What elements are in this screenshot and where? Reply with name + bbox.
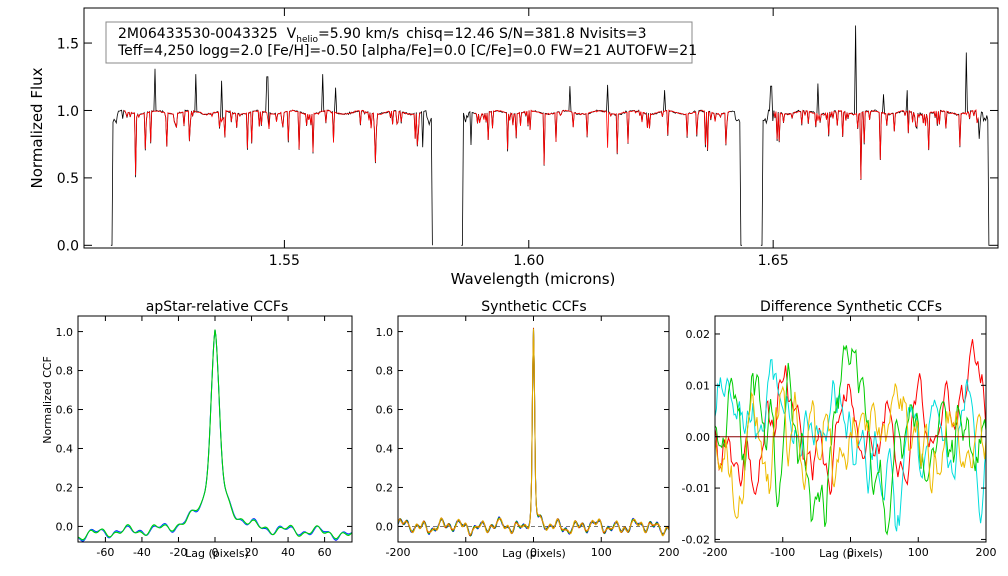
synthetic-ccf-panel: Synthetic CCFs -200 -100 0 100 200 0.0 0.2 0.4 0…	[376, 299, 680, 560]
apstar-ccf-xtick-label: -20	[169, 546, 187, 559]
synthetic-ccf-xtick-label: -200	[386, 546, 411, 559]
apstar-ccf-ylabel: Normalized CCF	[41, 356, 54, 444]
difference-ccf-ytick-label: 0.00	[686, 431, 711, 444]
synthetic-ccf-xlabel: Lag (pixels)	[502, 547, 566, 560]
synthetic-ccf-visit-2	[397, 327, 670, 537]
spectrum-frame	[83, 7, 999, 249]
difference-ccf-ytick-label: -0.01	[682, 482, 710, 495]
synthetic-ccf-visit-1	[397, 328, 670, 537]
info-vhelio-label: V	[287, 26, 297, 42]
difference-ccf-visit-4	[714, 383, 987, 520]
apstar-ccf-xtick-label: 60	[318, 546, 332, 559]
spectrum-panel: 1.55 1.60 1.65 0.0 0.5 1.0 1.5 Wavelength (mic…	[28, 7, 999, 288]
spectrum-ytick-label: 0.5	[57, 171, 79, 187]
apstar-ccf-xtick-label: 20	[245, 546, 259, 559]
info-box	[105, 21, 693, 64]
synthetic-ccf-ytick-label: 0.4	[376, 443, 394, 456]
info-star: 2M06433530-0043325	[118, 26, 278, 42]
spectrum-synthetic-chip-3	[773, 109, 979, 180]
spectrum-xtick-label: 1.65	[758, 253, 789, 269]
apstar-ccf-xlabel: Lag (pixels)	[185, 547, 249, 560]
apstar-ccf-ytick-label: 0.6	[56, 404, 74, 417]
difference-ccf-ytick-label: 0.02	[686, 328, 711, 341]
spectrum-observed-chip-1	[110, 68, 433, 246]
synthetic-ccf-xtick-label: 100	[591, 546, 612, 559]
synthetic-ccf-xtick-label: -100	[453, 546, 478, 559]
difference-ccf-xtick-label: 100	[908, 546, 929, 559]
info-line-1: 2M06433530-0043325 Vhelio=5.90 km/s chisq=…	[118, 26, 647, 45]
info-legend: 2M06433530-0043325 Vhelio=5.90 km/s chisq=…	[105, 21, 697, 64]
spectrum-xlabel: Wavelength (microns)	[451, 270, 616, 288]
info-stats: chisq=12.46 S/N=381.8 Nvisits=3	[406, 26, 647, 42]
apstar-ccf-visit-1	[77, 329, 353, 542]
apstar-ccf-panel: apStar-relative CCFs -60 -40 -20 0 20 40 60 0.0…	[41, 299, 353, 560]
synthetic-ccf-xtick-label: 200	[659, 546, 680, 559]
difference-ccf-title: Difference Synthetic CCFs	[760, 299, 942, 315]
difference-ccf-xtick-label: -200	[703, 546, 728, 559]
info-line-2: Teff=4,250 logg=2.0 [Fe/H]=-0.50 [alpha/…	[117, 43, 697, 59]
difference-ccf-xtick-label: 200	[976, 546, 997, 559]
synthetic-ccf-data	[397, 327, 670, 537]
difference-ccf-xlabel: Lag (pixels)	[819, 547, 883, 560]
spectrum-observed-chip-2	[461, 84, 742, 246]
spectrum-synthetic-chip-2	[474, 109, 731, 165]
synthetic-ccf-ytick-label: 0.8	[376, 365, 394, 378]
apstar-ccf-ytick-label: 0.2	[56, 482, 74, 495]
synthetic-ccf-axes: -200 -100 0 100 200 0.0 0.2 0.4 0.6 0.8 1.0	[376, 316, 680, 559]
synthetic-ccf-title: Synthetic CCFs	[481, 299, 586, 315]
difference-ccf-visit-2	[714, 358, 987, 532]
spectrum-data	[110, 25, 990, 246]
synthetic-ccf-visit-4	[397, 328, 670, 537]
info-vhelio-value: =5.90 km/s	[318, 26, 399, 42]
apstar-ccf-xtick-label: -40	[133, 546, 151, 559]
apstar-ccf-ytick-label: 0.4	[56, 443, 74, 456]
spectrum-observed-chip-3	[760, 25, 990, 246]
spectrum-synthetic-chip-1	[123, 109, 421, 176]
apstar-ccf-xtick-label: -60	[96, 546, 114, 559]
apstar-ccf-ytick-label: 1.0	[56, 326, 74, 339]
spectrum-ytick-label: 0.0	[57, 239, 79, 255]
apstar-ccf-xtick-label: 0	[212, 546, 219, 559]
difference-ccf-ytick-label: 0.01	[686, 380, 711, 393]
info-vhelio-sub: helio	[296, 35, 318, 45]
difference-ccf-xtick-label: -100	[770, 546, 795, 559]
synthetic-ccf-visit-3	[397, 327, 670, 537]
difference-ccf-ytick-label: -0.02	[682, 534, 710, 547]
synthetic-ccf-ytick-label: 0.0	[376, 521, 394, 534]
spectrum-xtick-label: 1.60	[513, 253, 544, 269]
synthetic-ccf-ytick-label: 0.2	[376, 482, 394, 495]
synthetic-ccf-ytick-label: 1.0	[376, 326, 394, 339]
difference-ccf-visit-3	[714, 344, 987, 536]
apstar-ccf-ytick-label: 0.8	[56, 365, 74, 378]
apstar-ccf-title: apStar-relative CCFs	[146, 299, 289, 315]
apstar-ccf-axes: -60 -40 -20 0 20 40 60 0.0 0.2 0.4 0.6 0.8 1.0	[56, 316, 352, 559]
spectrum-axes: 1.55 1.60 1.65 0.0 0.5 1.0 1.5	[57, 8, 998, 269]
difference-ccf-axes: -200 -100 0 100 200 -0.02 -0.01 0.00 0.01 0.02	[682, 316, 997, 559]
spectrum-ytick-label: 1.5	[57, 36, 79, 52]
apstar-ccf-xtick-label: 40	[281, 546, 295, 559]
apstar-ccf-data	[77, 329, 353, 542]
difference-ccf-xtick-label: 0	[847, 546, 854, 559]
apstar-ccf-visit-3	[77, 329, 353, 541]
spectrum-ytick-label: 1.0	[57, 104, 79, 120]
spectrum-ylabel: Normalized Flux	[28, 67, 46, 188]
synthetic-ccf-ytick-label: 0.6	[376, 404, 394, 417]
synthetic-ccf-xtick-label: 0	[530, 546, 537, 559]
apstar-ccf-ytick-label: 0.0	[56, 521, 74, 534]
apstar-ccf-frame	[77, 315, 353, 543]
difference-ccf-data	[714, 339, 987, 536]
difference-ccf-panel: Difference Synthetic CCFs -200 -100 0 100 20…	[682, 299, 997, 560]
apstar-ccf-visit-2	[77, 329, 353, 541]
spectrum-xtick-label: 1.55	[269, 253, 300, 269]
